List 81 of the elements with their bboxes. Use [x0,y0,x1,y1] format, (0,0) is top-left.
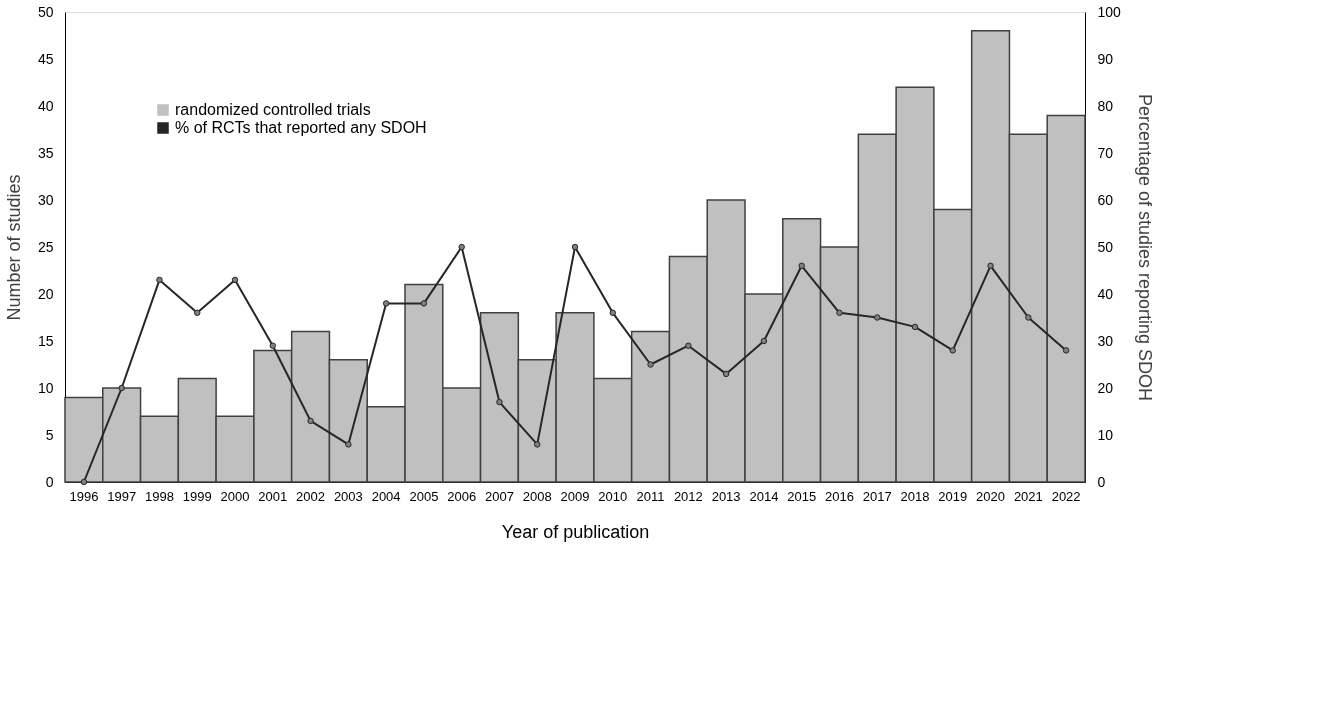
x-tick-label: 2015 [787,488,817,504]
point [231,276,239,284]
x-tick-label: 2010 [598,488,628,504]
y-tick-label: 50 [37,3,54,20]
x-tick-label: 2004 [371,488,401,504]
x-tick-label: 2021 [1013,488,1043,504]
y-tick-label: 15 [37,332,54,349]
y-tick-label: 35 [37,144,54,161]
y2-tick-label: 20 [1097,379,1114,396]
point [873,314,881,321]
point [760,337,768,345]
y-axis-title: Number of studies [3,174,24,321]
x-tick-label: 2019 [938,488,968,504]
point [156,276,163,284]
point [798,262,805,270]
legend-label: randomized controlled trials [175,101,371,118]
point [571,243,579,251]
x-tick-label: 1997 [107,488,137,504]
point [420,300,428,307]
point [949,347,957,354]
y-tick-label: 30 [37,191,54,208]
y2-tick-label: 70 [1097,144,1114,161]
x-tick-label: 2006 [447,488,477,504]
point [382,300,390,307]
point [722,370,730,378]
y-tick-label: 5 [45,426,54,443]
point [1062,347,1070,354]
x-tick-label: 2011 [636,488,665,504]
point [533,441,541,448]
y2-tick-label: 40 [1097,285,1114,302]
x-tick-label: 2009 [560,488,590,504]
y2-tick-label: 90 [1097,50,1114,67]
y-tick-label: 0 [45,473,54,490]
y-tick-label: 45 [37,50,54,67]
x-tick-label: 2014 [749,488,779,504]
x-tick-label: 2012 [673,488,703,504]
x-tick-label: 1996 [69,488,99,504]
point [80,478,88,486]
y2-axis-title: Percentage of studies reporting SDOH [1134,93,1155,402]
point [609,309,617,317]
point [1025,314,1032,321]
x-tick-label: 2016 [824,488,854,504]
y-tick-label: 25 [37,238,54,255]
y2-tick-label: 0 [1097,473,1106,490]
point [987,262,994,270]
x-tick-label: 1998 [144,488,174,504]
point [647,361,654,368]
x-tick-label: 2020 [976,488,1006,504]
y-tick-label: 10 [37,379,54,396]
x-tick-label: 2008 [522,488,552,504]
x-tick-label: 2007 [484,488,514,504]
y2-tick-label: 80 [1097,97,1114,114]
y2-tick-label: 100 [1097,3,1122,20]
point [836,309,843,317]
x-tick-label: 2002 [296,488,326,504]
x-tick-label: 2003 [333,488,363,504]
point [458,243,465,251]
point [685,342,692,349]
point [193,309,201,317]
y2-tick-label: 30 [1097,332,1114,349]
x-axis-title: Year of publication [501,521,650,542]
x-tick-label: 2017 [862,488,892,504]
point [911,323,919,331]
point [496,398,503,406]
y2-tick-label: 60 [1097,191,1114,208]
y-tick-label: 40 [37,97,54,114]
x-tick-label: 2001 [258,488,288,504]
y2-tick-label: 50 [1097,238,1114,255]
point [345,441,352,448]
point [307,417,314,425]
x-tick-label: 2005 [409,488,439,504]
x-tick-label: 2018 [900,488,930,504]
point [118,384,125,392]
x-tick-label: 2013 [711,488,741,504]
x-tick-label: 1999 [182,488,212,504]
x-tick-label: 2022 [1051,488,1081,504]
y-tick-label: 20 [37,285,54,302]
y2-tick-label: 10 [1097,426,1114,443]
point [269,342,277,349]
x-tick-label: 2000 [220,488,250,504]
legend-label: % of RCTs that reported any SDOH [175,119,427,136]
